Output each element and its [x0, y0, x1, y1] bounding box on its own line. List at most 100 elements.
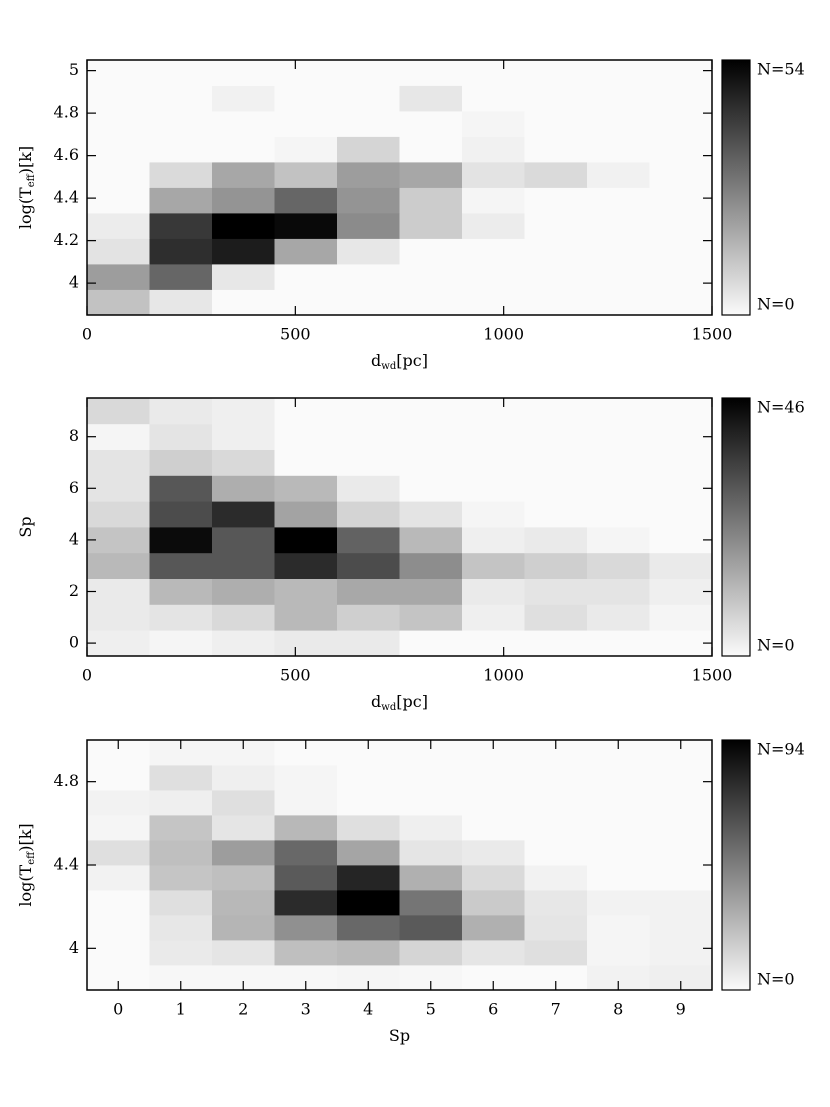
label-part: Sp [16, 516, 35, 537]
cell [212, 136, 275, 163]
cell [649, 162, 713, 188]
cell [587, 264, 650, 290]
cell [149, 552, 213, 579]
cell [649, 423, 713, 450]
cell [524, 890, 588, 916]
cell [462, 865, 525, 891]
cell [87, 264, 150, 290]
x-axis-label: Sp [389, 1026, 410, 1045]
cell [87, 552, 150, 579]
x-tick-label: 7 [551, 1000, 561, 1019]
cell [399, 840, 463, 866]
cell [212, 765, 275, 791]
cell [649, 213, 713, 239]
x-tick-label: 0 [82, 666, 92, 685]
cell [274, 449, 338, 476]
cell [462, 475, 525, 502]
cell [462, 501, 525, 528]
cell [149, 865, 213, 891]
label-part: [pc] [396, 692, 428, 711]
cell [337, 136, 400, 163]
cell [462, 915, 525, 941]
cell [274, 501, 338, 528]
x-tick-label: 500 [280, 325, 311, 344]
cell [462, 398, 525, 425]
cell [274, 604, 338, 631]
x-tick-label: 1000 [483, 325, 524, 344]
cell [212, 238, 275, 265]
cell [587, 790, 650, 816]
cell [399, 475, 463, 502]
cell [587, 840, 650, 866]
cell [337, 865, 400, 891]
cell [212, 501, 275, 528]
cell [399, 578, 463, 605]
cell [149, 449, 213, 476]
cell [399, 60, 463, 86]
y-tick-label: 4.4 [54, 855, 79, 874]
cell [212, 940, 275, 966]
cell [87, 85, 150, 112]
cell [149, 940, 213, 966]
cell [87, 865, 150, 891]
label-part: d [371, 351, 381, 370]
cell [337, 604, 400, 631]
cell [462, 765, 525, 791]
cell [87, 187, 150, 214]
cell [212, 552, 275, 579]
colorbar [721, 59, 751, 316]
cell [212, 527, 275, 554]
cell [399, 552, 463, 579]
cell [337, 85, 400, 112]
cell [399, 85, 463, 112]
cell [337, 264, 400, 290]
cell [337, 398, 400, 425]
cell [212, 213, 275, 239]
cell [399, 915, 463, 941]
cell [399, 136, 463, 163]
cell [649, 765, 713, 791]
cell [212, 187, 275, 214]
x-tick-label: 1500 [692, 325, 733, 344]
x-axis-label: dwd[pc] [371, 692, 428, 714]
label-part: wd [381, 702, 397, 713]
cell [274, 527, 338, 554]
cell [274, 136, 338, 163]
cell [87, 765, 150, 791]
cell [212, 790, 275, 816]
y-tick-label: 4.4 [54, 188, 79, 207]
colorbar-label: N=54 [757, 60, 805, 79]
cell [337, 790, 400, 816]
cell [524, 915, 588, 941]
cell [149, 289, 213, 316]
cell [87, 890, 150, 916]
cell [462, 111, 525, 137]
cell [87, 213, 150, 239]
x-tick-label: 0 [82, 325, 92, 344]
cell [524, 423, 588, 450]
cell [649, 501, 713, 528]
cell [462, 527, 525, 554]
cell [524, 815, 588, 841]
cell [587, 423, 650, 450]
cell [274, 915, 338, 941]
cell [337, 890, 400, 916]
cell [462, 85, 525, 112]
cell [587, 136, 650, 163]
cell [587, 187, 650, 214]
x-tick-label: 6 [488, 1000, 498, 1019]
cell [587, 449, 650, 476]
cell [587, 552, 650, 579]
cell [587, 630, 650, 657]
cell [524, 765, 588, 791]
cell [212, 578, 275, 605]
cell [399, 398, 463, 425]
cell [87, 527, 150, 554]
cell [212, 162, 275, 188]
label-part: log(T [16, 864, 35, 906]
cell [337, 423, 400, 450]
cell [87, 162, 150, 188]
cell [149, 238, 213, 265]
cell [149, 790, 213, 816]
